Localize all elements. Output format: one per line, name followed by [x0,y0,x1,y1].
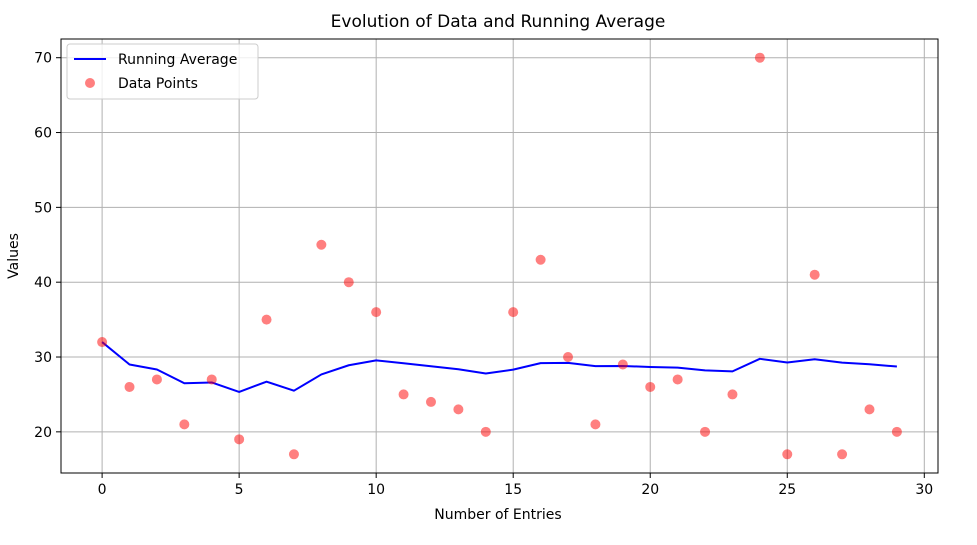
data-point [727,389,738,400]
data-point [864,404,875,415]
data-point [425,396,436,407]
axis-ticks: 0 5 10 15 20 25 30 20 30 40 50 60 70 [34,51,933,498]
x-tick-label: 15 [504,482,522,498]
data-point [234,434,245,445]
x-axis-label: Number of Entries [434,507,561,523]
data-point [563,352,574,363]
plot-area [97,52,902,460]
legend-label-running-average: Running Average [118,52,237,68]
y-tick-label: 30 [34,350,52,366]
y-axis-label: Values [6,233,22,279]
data-point [151,374,162,385]
legend-label-data-points: Data Points [118,76,198,92]
data-point [809,269,820,280]
x-tick-label: 5 [235,482,244,498]
grid [61,39,938,473]
x-tick-label: 0 [98,482,107,498]
data-point [316,239,327,250]
data-point [782,449,793,460]
data-point [508,307,519,318]
data-point [535,254,546,265]
axes-frame [60,38,939,474]
x-tick-label: 30 [915,482,933,498]
chart-title: Evolution of Data and Running Average [331,12,666,32]
x-tick-label: 10 [367,482,385,498]
legend-box [66,43,259,100]
y-tick-label: 70 [34,51,52,67]
x-tick-label: 25 [778,482,796,498]
legend-dot-icon [85,78,95,88]
data-point [343,277,354,288]
data-point [261,314,272,325]
running-average-line [101,341,897,393]
x-tick-label: 20 [641,482,659,498]
data-point [124,381,135,392]
data-point [617,359,628,370]
data-point [398,389,409,400]
data-point [97,337,108,348]
y-tick-label: 60 [34,126,52,142]
data-point [288,449,299,460]
data-point [645,381,656,392]
data-point [480,426,491,437]
data-point [590,419,601,430]
data-point [837,449,848,460]
data-point [754,52,765,63]
y-tick-label: 20 [34,425,52,441]
data-point [672,374,683,385]
data-point [700,426,711,437]
y-tick-label: 40 [34,275,52,291]
data-point [371,307,382,318]
y-tick-label: 50 [34,200,52,216]
legend: Running Average Data Points [66,43,259,100]
data-point [179,419,190,430]
data-point [891,426,902,437]
data-point [206,374,217,385]
data-point [453,404,464,415]
